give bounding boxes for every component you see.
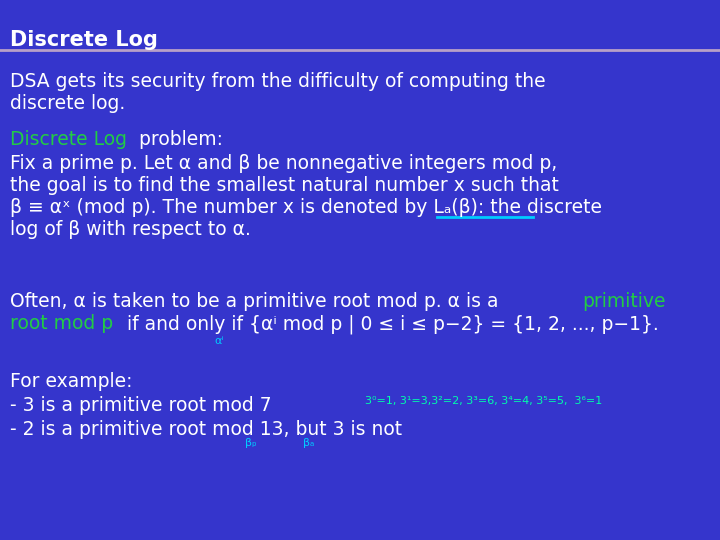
Text: DSA gets its security from the difficulty of computing the: DSA gets its security from the difficult…: [10, 72, 546, 91]
Text: βₚ: βₚ: [245, 438, 257, 448]
Text: Discrete Log: Discrete Log: [10, 30, 158, 50]
Text: Often, α is taken to be a primitive root mod p. α is a: Often, α is taken to be a primitive root…: [10, 292, 505, 311]
Text: Fix a prime p. Let α and β be nonnegative integers mod p,: Fix a prime p. Let α and β be nonnegativ…: [10, 154, 557, 173]
Text: primitive: primitive: [582, 292, 665, 311]
Text: log of β with respect to α.: log of β with respect to α.: [10, 220, 251, 239]
Text: - 2 is a primitive root mod 13, but 3 is not: - 2 is a primitive root mod 13, but 3 is…: [10, 420, 402, 439]
Text: problem:: problem:: [133, 130, 223, 149]
Text: αⁱ: αⁱ: [214, 336, 223, 346]
Text: if and only if {αⁱ mod p | 0 ≤ i ≤ p−2} = {1, 2, ..., p−1}.: if and only if {αⁱ mod p | 0 ≤ i ≤ p−2} …: [121, 314, 659, 334]
Text: 3⁰=1, 3¹=3,3²=2, 3³=6, 3⁴=4, 3⁵=5,  3⁶=1: 3⁰=1, 3¹=3,3²=2, 3³=6, 3⁴=4, 3⁵=5, 3⁶=1: [365, 396, 602, 406]
Text: root mod p: root mod p: [10, 314, 113, 333]
Text: - 3 is a primitive root mod 7: - 3 is a primitive root mod 7: [10, 396, 271, 415]
Text: For example:: For example:: [10, 372, 132, 391]
Text: β ≡ αˣ (mod p). The number x is denoted by Lₐ(β): the discrete: β ≡ αˣ (mod p). The number x is denoted …: [10, 198, 602, 217]
Text: Discrete Log: Discrete Log: [10, 130, 127, 149]
Text: the goal is to find the smallest natural number x such that: the goal is to find the smallest natural…: [10, 176, 559, 195]
Text: βₐ: βₐ: [303, 438, 315, 448]
Text: discrete log.: discrete log.: [10, 94, 125, 113]
